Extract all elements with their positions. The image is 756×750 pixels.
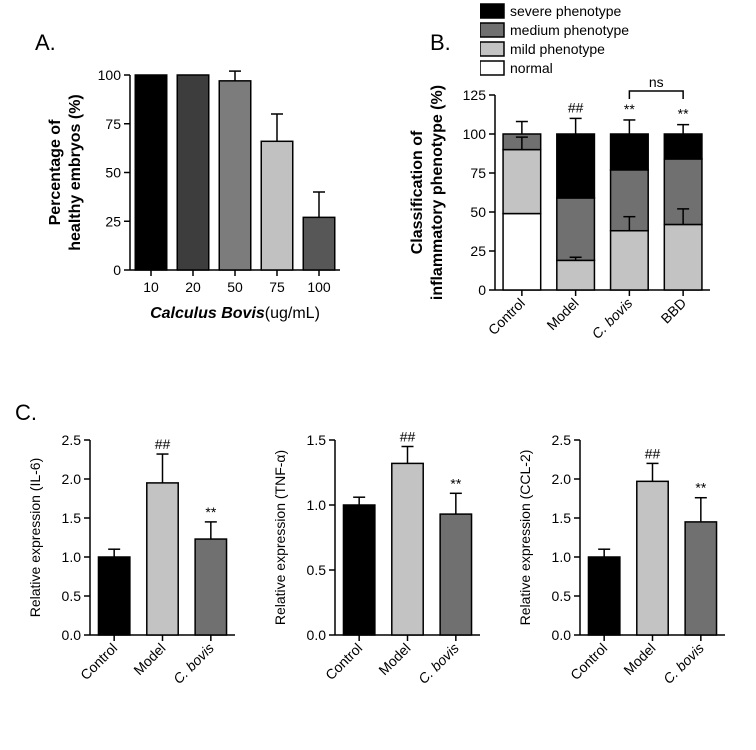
panel-a-chart: 0 25 50 75 100 Percentage ofhealthy embryos (… [40, 55, 370, 345]
svg-text:50: 50 [105, 165, 121, 181]
panel-c-chart-tnfa: 0.0 0.5 1.0 1.5 Relative expression (TNF-α) C… [265, 420, 500, 750]
svg-text:125: 125 [463, 87, 487, 103]
svg-text:0: 0 [113, 262, 121, 278]
svg-text:0.5: 0.5 [552, 588, 572, 604]
svg-text:10: 10 [143, 279, 159, 295]
svg-text:Model: Model [130, 640, 168, 678]
svg-text:100: 100 [463, 126, 487, 142]
svg-text:2.0: 2.0 [552, 471, 572, 487]
svg-text:BBD: BBD [658, 295, 690, 327]
svg-text:medium phenotype: medium phenotype [510, 22, 629, 38]
svg-text:Control: Control [77, 640, 120, 683]
svg-text:**: ** [205, 504, 216, 520]
svg-text:**: ** [695, 480, 706, 496]
svg-text:Relative expression (CCL-2): Relative expression (CCL-2) [517, 450, 533, 626]
svg-text:**: ** [450, 475, 461, 491]
svg-text:1.0: 1.0 [552, 549, 572, 565]
panel-c-chart-il6: 0.0 0.5 1.0 1.5 2.0 2.5 Relative expression (I… [20, 420, 255, 750]
svg-text:Model: Model [620, 640, 658, 678]
svg-text:1.5: 1.5 [552, 510, 572, 526]
svg-text:Model: Model [375, 640, 413, 678]
svg-text:50: 50 [227, 279, 243, 295]
svg-text:normal: normal [510, 60, 553, 76]
svg-text:healthy embryos (%): healthy embryos (%) [67, 94, 84, 250]
svg-text:2.5: 2.5 [552, 432, 572, 448]
svg-text:##: ## [645, 445, 661, 461]
svg-text:20: 20 [185, 279, 201, 295]
svg-text:Control: Control [485, 295, 528, 338]
svg-text:Percentage of: Percentage of [47, 119, 64, 225]
svg-text:Classification of: Classification of [409, 130, 426, 254]
svg-text:Control: Control [567, 640, 610, 683]
svg-text:##: ## [568, 99, 584, 115]
svg-text:Calculus Bovis(ug/mL): Calculus Bovis(ug/mL) [150, 305, 320, 322]
svg-text:severe phenotype: severe phenotype [510, 3, 622, 19]
svg-text:Control: Control [322, 640, 365, 683]
panel-b-legend: severe phenotype medium phenotype mild phe… [480, 0, 740, 86]
panel-label-a: A. [35, 30, 56, 56]
svg-text:Model: Model [543, 295, 581, 333]
svg-text:##: ## [400, 429, 416, 445]
svg-text:0.0: 0.0 [307, 627, 327, 643]
svg-text:1.0: 1.0 [62, 549, 82, 565]
svg-text:2.0: 2.0 [62, 471, 82, 487]
svg-text:1.5: 1.5 [62, 510, 82, 526]
svg-text:75: 75 [269, 279, 285, 295]
svg-text:75: 75 [105, 116, 121, 132]
svg-text:C. bovis: C. bovis [170, 640, 217, 687]
svg-text:0: 0 [478, 282, 486, 298]
svg-text:##: ## [155, 436, 171, 452]
svg-text:1.0: 1.0 [307, 497, 327, 513]
svg-text:C. bovis: C. bovis [660, 640, 707, 687]
svg-text:C. bovis: C. bovis [588, 295, 635, 342]
svg-text:0.5: 0.5 [62, 588, 82, 604]
svg-text:Relative expression (IL-6): Relative expression (IL-6) [27, 458, 43, 618]
svg-text:C. bovis: C. bovis [415, 640, 462, 687]
svg-text:50: 50 [470, 204, 486, 220]
svg-text:25: 25 [105, 213, 121, 229]
svg-text:0.0: 0.0 [552, 627, 572, 643]
panel-c-chart-ccl2: 0.0 0.5 1.0 1.5 2.0 2.5 Relative expression (C… [510, 420, 745, 750]
svg-text:100: 100 [307, 279, 331, 295]
svg-text:2.5: 2.5 [62, 432, 82, 448]
svg-text:75: 75 [470, 165, 486, 181]
svg-text:0.5: 0.5 [307, 562, 327, 578]
svg-text:25: 25 [470, 243, 486, 259]
svg-text:inflammatory phenotype (%): inflammatory phenotype (%) [429, 85, 446, 300]
figure-root: A. B. C. 0255075100Percentage ofhealthy … [0, 0, 756, 747]
svg-text:0.0: 0.0 [62, 627, 82, 643]
svg-text:**: ** [624, 101, 635, 117]
svg-text:Relative expression (TNF-α): Relative expression (TNF-α) [272, 450, 288, 625]
svg-text:100: 100 [98, 67, 122, 83]
svg-text:1.5: 1.5 [307, 432, 327, 448]
svg-text:**: ** [678, 106, 689, 122]
svg-text:mild phenotype: mild phenotype [510, 41, 605, 57]
